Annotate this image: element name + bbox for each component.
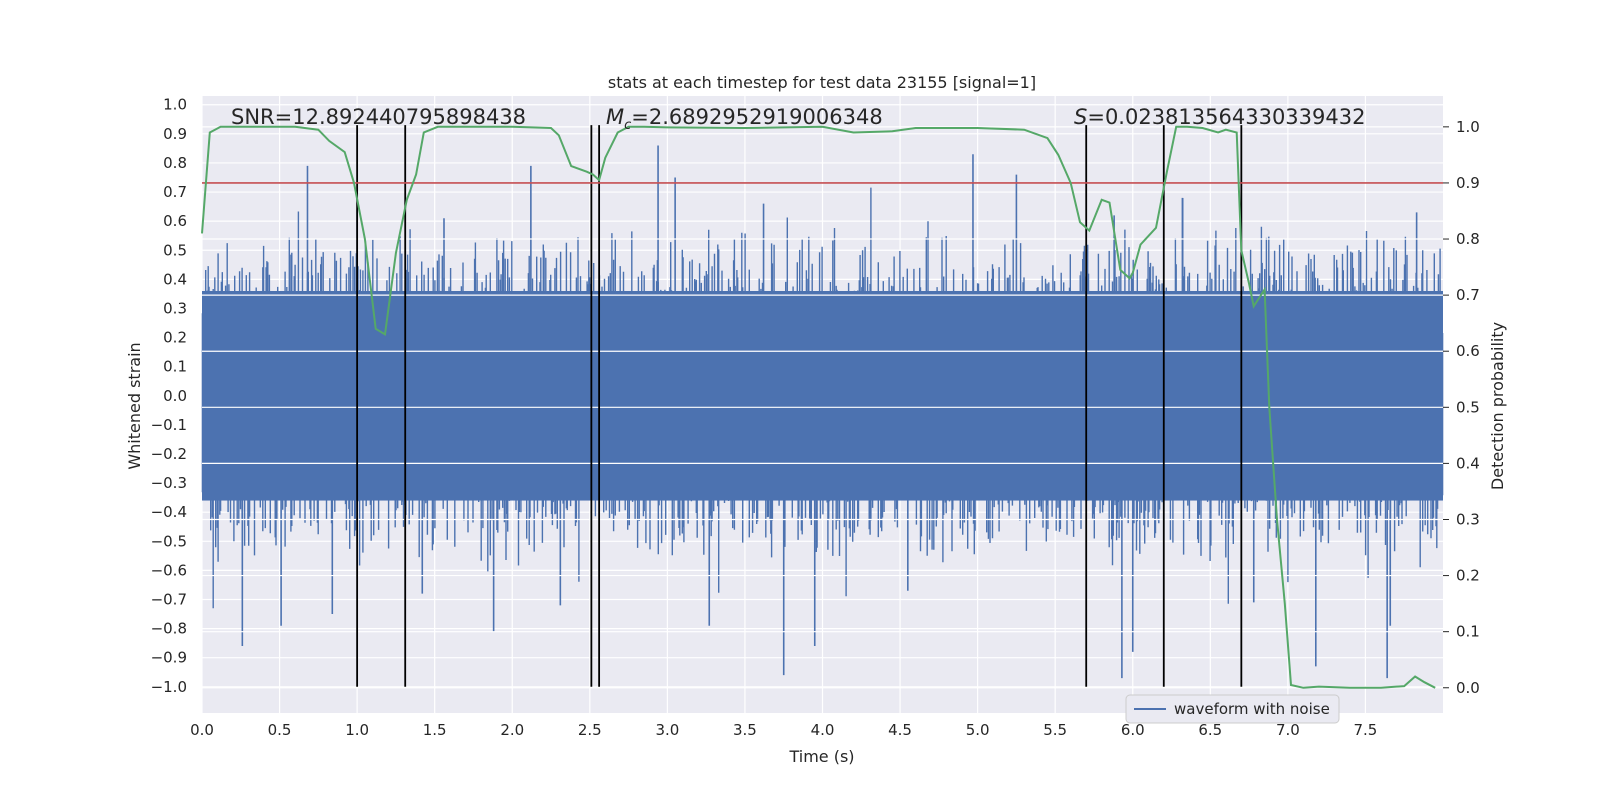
y-tick-label-left: 0.1 bbox=[163, 358, 187, 376]
y-tick-label-left: −1.0 bbox=[151, 678, 187, 696]
waveform-band bbox=[202, 290, 1443, 501]
y-axis-label-right: Detection probability bbox=[1488, 322, 1507, 490]
legend: waveform with noise bbox=[1125, 694, 1340, 724]
x-tick-label: 3.0 bbox=[655, 721, 679, 739]
x-axis-label: Time (s) bbox=[788, 747, 854, 766]
y-tick-label-left: −0.9 bbox=[151, 649, 187, 667]
y-tick-label-left: 0.2 bbox=[163, 329, 187, 347]
y-tick-label-left: 0.3 bbox=[163, 299, 187, 317]
y-tick-label-left: −0.6 bbox=[151, 561, 187, 579]
x-tick-label: 1.5 bbox=[423, 721, 447, 739]
y-tick-label-right: 0.2 bbox=[1456, 567, 1480, 585]
y-tick-label-left: 0.9 bbox=[163, 125, 187, 143]
y-tick-label-right: 1.0 bbox=[1456, 118, 1480, 136]
x-tick-label: 2.0 bbox=[500, 721, 524, 739]
y-tick-label-left: 0.7 bbox=[163, 183, 187, 201]
y-tick-label-left: 0.6 bbox=[163, 212, 187, 230]
chart-title: stats at each timestep for test data 231… bbox=[608, 73, 1036, 92]
s-annotation: S=0.023813564330339432 bbox=[1074, 105, 1365, 129]
y-tick-label-left: 0.5 bbox=[163, 241, 187, 259]
x-axis-ticks: 0.0 0.5 1.0 1.5 2.0 2.5 3.0 3.5 4.0 4.5 5.0 5.5 6.0 6… bbox=[190, 721, 1377, 739]
left-axis-ticks: 1.0 0.9 0.8 0.7 0.6 0.5 0.4 0.3 0.2 0.1 0.0 −0.1 −0.… bbox=[151, 96, 187, 696]
y-tick-label-left: −0.4 bbox=[151, 503, 187, 521]
x-tick-label: 4.5 bbox=[888, 721, 912, 739]
x-tick-label: 6.0 bbox=[1121, 721, 1145, 739]
legend-label: waveform with noise bbox=[1174, 700, 1330, 718]
probability-series bbox=[201, 125, 1436, 689]
y-tick-label-left: 0.0 bbox=[163, 387, 187, 405]
snr-value: 12.892440795898438 bbox=[292, 105, 526, 129]
x-tick-label: 2.5 bbox=[578, 721, 602, 739]
probability-line bbox=[201, 125, 1436, 689]
y-tick-label-right: 0.6 bbox=[1456, 342, 1480, 360]
mc-symbol: M bbox=[606, 105, 624, 129]
vertical-markers bbox=[356, 125, 1243, 687]
y-tick-label-right: 0.9 bbox=[1456, 174, 1480, 192]
x-tick-label: 6.5 bbox=[1198, 721, 1222, 739]
mc-subscript: c bbox=[624, 118, 631, 133]
x-tick-label: 3.5 bbox=[733, 721, 757, 739]
y-axis-label-left: Whitened strain bbox=[125, 342, 144, 469]
s-value: =0.023813564330339432 bbox=[1087, 105, 1365, 129]
y-tick-label-left: 0.4 bbox=[163, 270, 187, 288]
y-tick-label-right: 0.1 bbox=[1456, 623, 1480, 641]
x-tick-label: 0.0 bbox=[190, 721, 214, 739]
y-tick-label-right: 0.7 bbox=[1456, 286, 1480, 304]
y-tick-label-left: −0.8 bbox=[151, 620, 187, 638]
y-tick-label-left: −0.1 bbox=[151, 416, 187, 434]
x-tick-label: 5.0 bbox=[966, 721, 990, 739]
y-tick-label-right: 0.8 bbox=[1456, 230, 1480, 248]
s-symbol: S bbox=[1074, 105, 1087, 129]
y-tick-label-left: 1.0 bbox=[163, 96, 187, 114]
y-tick-label-right: 0.4 bbox=[1456, 454, 1480, 472]
snr-annotation: SNR=12.892440795898438 bbox=[231, 105, 526, 129]
x-tick-label: 4.0 bbox=[811, 721, 835, 739]
x-tick-label: 1.0 bbox=[345, 721, 369, 739]
y-tick-label-left: −0.5 bbox=[151, 532, 187, 550]
x-tick-label: 7.5 bbox=[1354, 721, 1378, 739]
legend-box bbox=[1125, 694, 1340, 724]
chirp-mass-annotation: Mc=2.6892952919006348 bbox=[606, 105, 883, 133]
y-tick-label-left: −0.3 bbox=[151, 474, 187, 492]
y-tick-label-left: 0.8 bbox=[163, 154, 187, 172]
mc-value: =2.6892952919006348 bbox=[631, 105, 882, 129]
x-tick-label: 0.5 bbox=[268, 721, 292, 739]
y-tick-label-right: 0.3 bbox=[1456, 510, 1480, 528]
right-axis-ticks: 1.0 0.9 0.8 0.7 0.6 0.5 0.4 0.3 0.2 0.1 0.0 bbox=[1443, 118, 1480, 697]
y-tick-label-left: −0.7 bbox=[151, 590, 187, 608]
y-tick-label-right: 0.0 bbox=[1456, 679, 1480, 697]
y-tick-label-left: −0.2 bbox=[151, 445, 187, 463]
snr-prefix: SNR= bbox=[231, 105, 292, 129]
y-tick-label-right: 0.5 bbox=[1456, 398, 1480, 416]
x-tick-label: 5.5 bbox=[1043, 721, 1067, 739]
x-tick-label: 7.0 bbox=[1276, 721, 1300, 739]
